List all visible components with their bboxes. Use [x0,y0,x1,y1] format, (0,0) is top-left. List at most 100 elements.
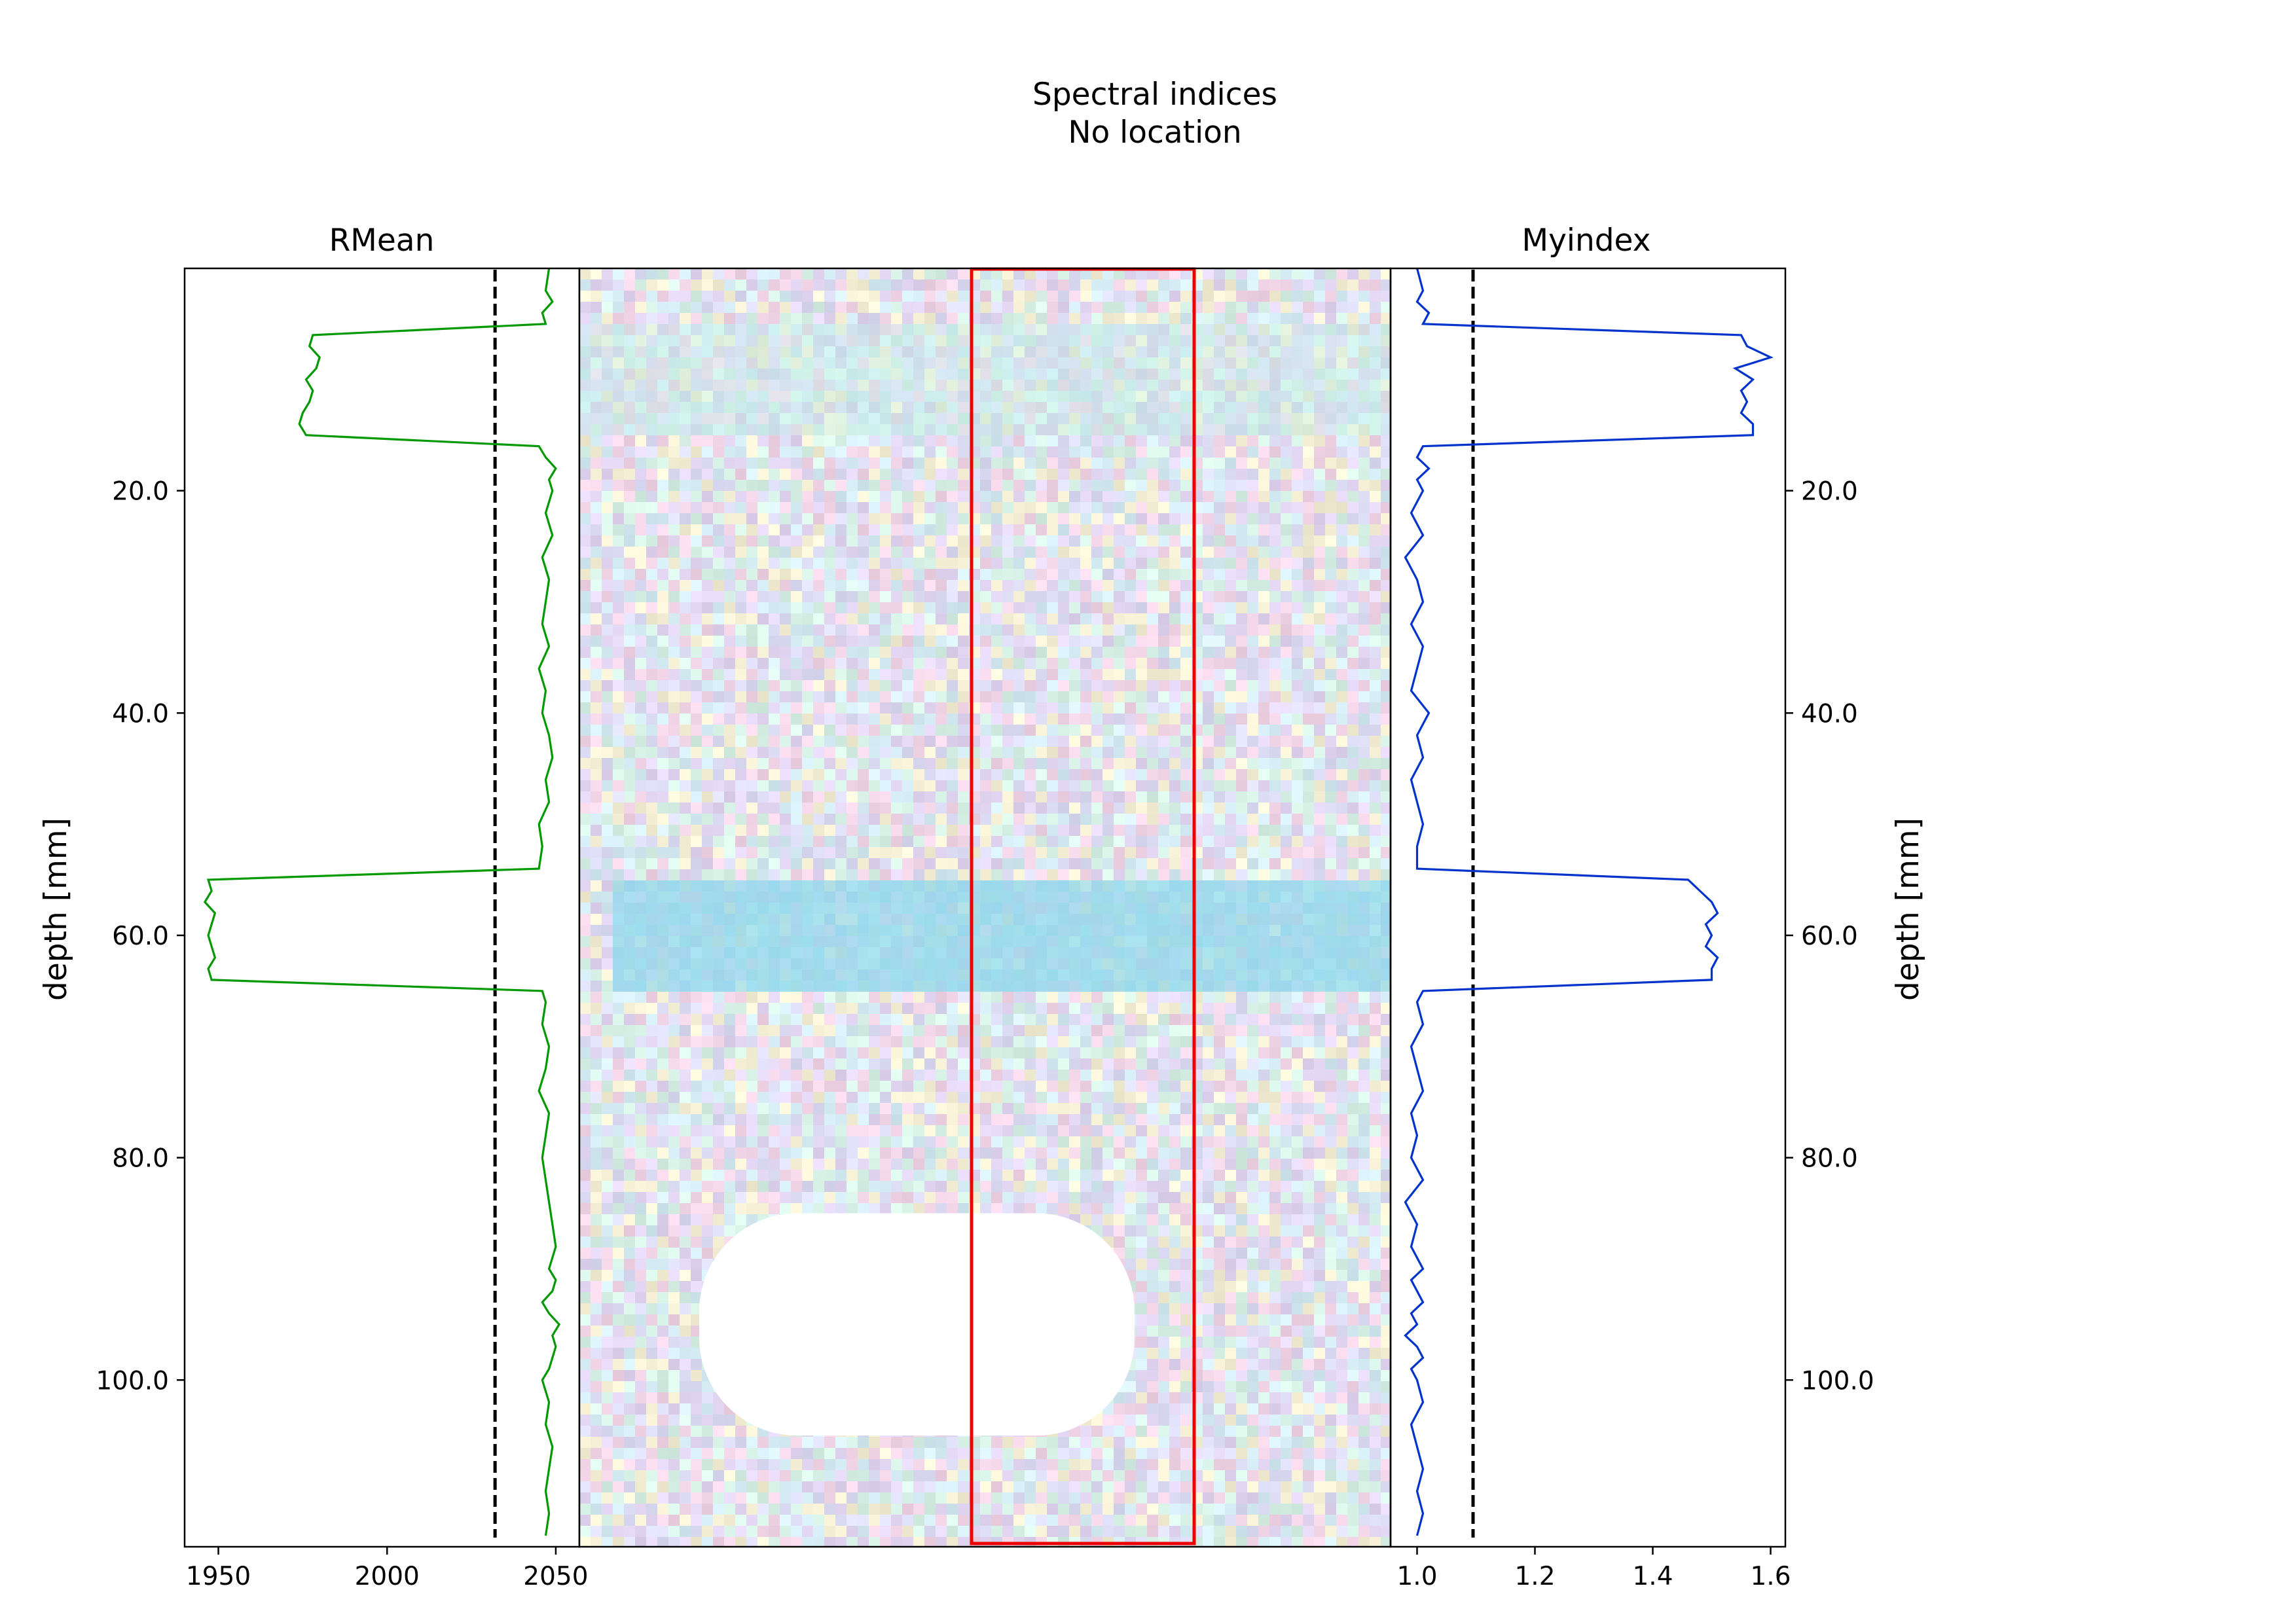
image-pixel [1169,836,1181,848]
image-pixel [891,958,903,970]
image-pixel [746,803,758,814]
image-pixel [1058,491,1070,503]
image-pixel [858,513,869,525]
image-pixel [602,869,613,881]
image-pixel [635,613,647,625]
image-pixel [991,680,1003,692]
image-pixel [735,903,747,914]
image-pixel [602,302,613,314]
image-pixel [613,1003,625,1015]
image-pixel [902,680,914,692]
image-pixel [1025,1003,1036,1015]
image-pixel [746,903,758,914]
image-pixel [1247,658,1259,670]
image-pixel [913,958,925,970]
image-pixel [1381,969,1391,981]
image-pixel [1091,302,1103,314]
image-pixel [1102,613,1114,625]
image-pixel [947,992,958,1003]
image-pixel [1292,903,1303,914]
image-pixel [936,636,947,647]
image-pixel [735,869,747,881]
image-pixel [1236,814,1248,825]
image-pixel [613,380,625,391]
image-pixel [1025,702,1036,714]
image-pixel [924,647,936,659]
image-pixel [1013,992,1025,1003]
image-pixel [847,825,858,837]
image-pixel [824,302,836,314]
image-pixel [802,335,814,347]
image-pixel [947,803,958,814]
image-pixel [702,580,714,592]
image-pixel [780,791,792,803]
image-pixel [613,791,625,803]
image-pixel [1058,602,1070,614]
image-pixel [835,480,847,492]
image-pixel [847,624,858,636]
image-pixel [1303,947,1315,959]
image-pixel [813,547,825,558]
image-pixel [936,502,947,514]
image-pixel [847,847,858,859]
image-pixel [1214,847,1226,859]
image-pixel [847,647,858,659]
image-pixel [858,569,869,581]
image-pixel [1236,691,1248,703]
image-pixel [668,680,680,692]
image-pixel [1069,502,1081,514]
image-pixel [1281,803,1292,814]
image-pixel [1269,680,1281,692]
image-pixel [769,747,780,759]
image-pixel [613,502,625,514]
image-pixel [847,502,858,514]
image-pixel [746,280,758,291]
image-pixel [591,680,602,692]
image-pixel [1303,458,1315,469]
image-pixel [813,791,825,803]
image-pixel [602,580,613,592]
image-pixel [1214,702,1226,714]
image-pixel [1314,424,1326,436]
image-pixel [1281,413,1292,425]
image-pixel [591,424,602,436]
image-pixel [824,402,836,414]
image-pixel [913,691,925,703]
image-pixel [1058,880,1070,892]
image-pixel [891,981,903,992]
image-pixel [1036,958,1048,970]
image-pixel [1102,736,1114,748]
image-pixel [1314,513,1326,525]
image-pixel [591,658,602,670]
image-pixel [902,647,914,659]
image-pixel [1136,736,1148,748]
image-pixel [847,569,858,581]
image-pixel [1225,636,1237,647]
image-pixel [1370,847,1381,859]
image-pixel [1147,346,1159,358]
image-pixel [936,680,947,692]
image-pixel [1214,569,1226,581]
image-pixel [1013,858,1025,870]
image-pixel [602,903,613,914]
image-pixel [847,958,858,970]
image-pixel [624,424,636,436]
image-pixel [980,836,992,848]
image-pixel [1303,569,1315,581]
image-pixel [1013,435,1025,447]
image-pixel [835,424,847,436]
image-pixel [691,469,702,480]
image-pixel [835,925,847,937]
image-pixel [1136,357,1148,369]
image-pixel [1125,480,1137,492]
image-pixel [1370,402,1381,414]
image-pixel [980,892,992,903]
image-pixel [958,992,970,1003]
image-pixel [713,702,725,714]
image-pixel [869,903,881,914]
image-pixel [746,502,758,514]
image-pixel [1036,491,1048,503]
image-pixel [902,346,914,358]
image-pixel [1002,413,1014,425]
image-pixel [791,335,803,347]
